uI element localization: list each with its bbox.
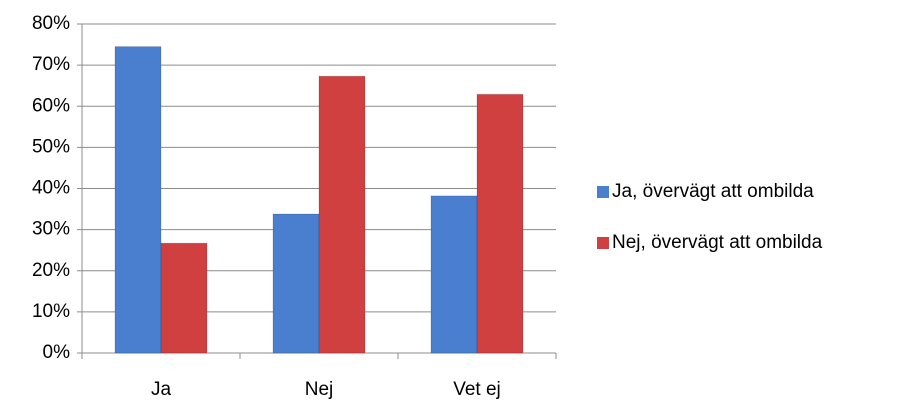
- bar: [272, 213, 320, 354]
- legend-swatch: [597, 237, 609, 249]
- y-tick-label: 60%: [32, 95, 70, 116]
- y-tick-label: 70%: [32, 54, 70, 75]
- y-tick-label: 50%: [32, 136, 70, 157]
- bar: [318, 75, 366, 354]
- legend-label: Ja, övervägt att ombilda: [612, 181, 814, 202]
- y-tick-label: 0%: [43, 342, 71, 363]
- y-tick-label: 10%: [32, 301, 70, 322]
- y-tick-label: 20%: [32, 260, 70, 281]
- x-tick-label: Vet ej: [453, 379, 501, 400]
- y-tick-label: 80%: [32, 13, 70, 34]
- bar: [476, 93, 524, 354]
- x-tick-label: Ja: [151, 379, 172, 400]
- bar: [430, 195, 478, 354]
- bar: [114, 46, 162, 354]
- y-tick-label: 40%: [32, 178, 70, 199]
- x-tick-label: Nej: [305, 379, 334, 400]
- legend-swatch: [597, 186, 609, 198]
- bar: [160, 242, 208, 354]
- legend-label: Nej, övervägt att ombilda: [612, 232, 823, 253]
- y-tick-label: 30%: [32, 219, 70, 240]
